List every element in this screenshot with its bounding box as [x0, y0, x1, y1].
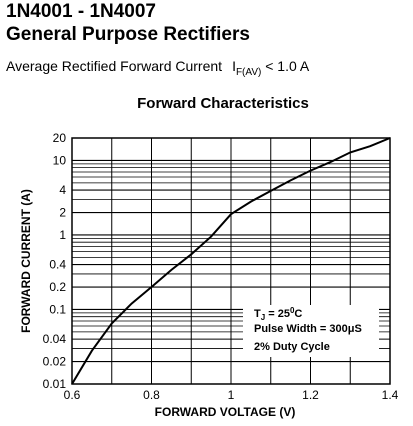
x-tick-label: 0.8 — [143, 388, 160, 402]
spec-symbol: I — [232, 58, 236, 74]
x-tick-label: 1.2 — [302, 388, 319, 402]
spec-text: Average Rectified Forward Current — [6, 58, 223, 74]
y-tick-label: 2 — [59, 206, 66, 220]
x-tick-label: 1.4 — [382, 388, 399, 402]
annotation-box — [243, 305, 379, 357]
y-tick-label: 0.2 — [49, 280, 66, 294]
x-tick-label: 1 — [228, 388, 235, 402]
y-tick-label: 0.02 — [43, 355, 67, 369]
y-tick-label: 10 — [53, 153, 67, 167]
part-range-title: 1N4001 - 1N4007 — [6, 1, 156, 22]
tick-labels: 0.6 0.8 1 1.2 1.4 0.01 0.02 0.04 0.1 0.2 0.4 1 2 4 10 2… — [43, 131, 399, 402]
plot-frame — [71, 137, 391, 385]
y-axis-label: FORWARD CURRENT (A) — [19, 189, 33, 333]
spec-value: < 1.0 A — [265, 58, 310, 74]
product-subtitle: General Purpose Rectifiers — [6, 24, 250, 45]
y-tick-label: 0.01 — [43, 377, 67, 391]
y-tick-label: 0.04 — [43, 332, 67, 346]
chart-title: Forward Characteristics — [137, 95, 309, 112]
spec-subscript: F(AV) — [235, 66, 262, 78]
y-tick-label: 4 — [59, 183, 66, 197]
x-axis-label: FORWARD VOLTAGE (V) — [155, 405, 296, 419]
annotation-temperature: TJ = 250C — [254, 306, 302, 322]
annotation-duty-cycle: 2% Duty Cycle — [254, 341, 330, 353]
y-tick-label: 0.1 — [49, 302, 66, 316]
forward-current-curve — [71, 137, 391, 385]
y-tick-label: 20 — [53, 131, 67, 145]
y-tick-label: 0.4 — [49, 258, 66, 272]
x-tick-label: 0.6 — [64, 388, 81, 402]
y-tick-label: 1 — [59, 228, 66, 242]
annotation-pulse-width: Pulse Width = 300μS — [254, 323, 362, 335]
spec-line: Average Rectified Forward Current IF(AV) … — [6, 56, 309, 83]
